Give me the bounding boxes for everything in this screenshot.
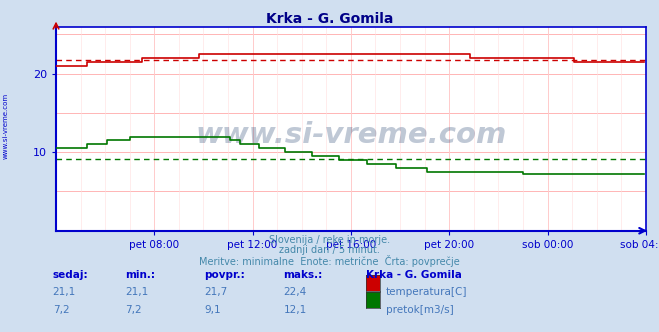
Text: sedaj:: sedaj:	[53, 270, 88, 280]
Text: www.si-vreme.com: www.si-vreme.com	[195, 121, 507, 149]
Text: 9,1: 9,1	[204, 305, 221, 315]
Text: maks.:: maks.:	[283, 270, 323, 280]
Text: 22,4: 22,4	[283, 287, 306, 297]
Text: temperatura[C]: temperatura[C]	[386, 287, 467, 297]
Text: 12,1: 12,1	[283, 305, 306, 315]
Text: min.:: min.:	[125, 270, 156, 280]
Text: Slovenija / reke in morje.: Slovenija / reke in morje.	[269, 235, 390, 245]
Text: Krka - G. Gomila: Krka - G. Gomila	[266, 12, 393, 26]
Text: Krka - G. Gomila: Krka - G. Gomila	[366, 270, 461, 280]
Text: zadnji dan / 5 minut.: zadnji dan / 5 minut.	[279, 245, 380, 255]
Text: www.si-vreme.com: www.si-vreme.com	[2, 93, 9, 159]
Text: pretok[m3/s]: pretok[m3/s]	[386, 305, 453, 315]
Text: 21,1: 21,1	[125, 287, 148, 297]
Text: 7,2: 7,2	[125, 305, 142, 315]
Text: 21,1: 21,1	[53, 287, 76, 297]
Text: 7,2: 7,2	[53, 305, 69, 315]
Text: Meritve: minimalne  Enote: metrične  Črta: povprečje: Meritve: minimalne Enote: metrične Črta:…	[199, 255, 460, 267]
Text: 21,7: 21,7	[204, 287, 227, 297]
Text: povpr.:: povpr.:	[204, 270, 245, 280]
